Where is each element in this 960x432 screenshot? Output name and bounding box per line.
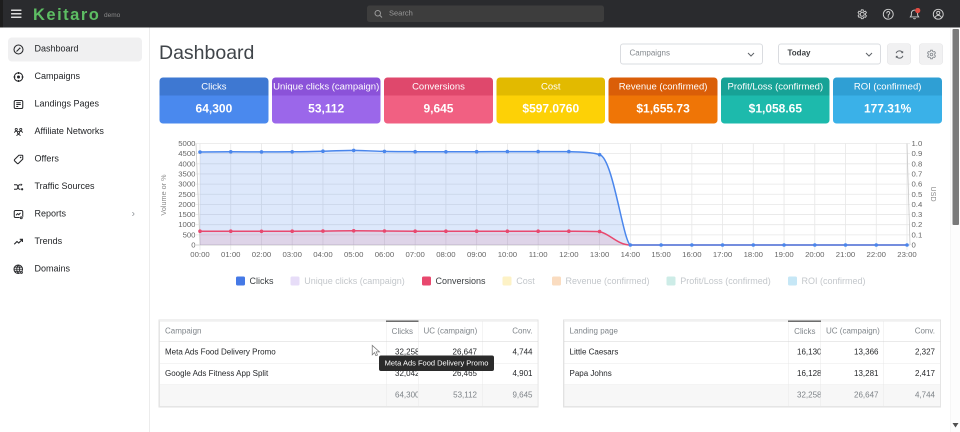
svg-text:1500: 1500	[178, 210, 195, 219]
svg-text:03:00: 03:00	[282, 250, 301, 259]
svg-text:0.5: 0.5	[912, 190, 923, 199]
svg-text:0.7: 0.7	[912, 169, 923, 178]
svg-text:07:00: 07:00	[405, 250, 424, 259]
svg-text:5000: 5000	[178, 139, 195, 148]
svg-text:06:00: 06:00	[375, 250, 394, 259]
svg-text:02:00: 02:00	[252, 250, 271, 259]
svg-text:0.9: 0.9	[912, 149, 923, 158]
svg-text:08:00: 08:00	[436, 250, 455, 259]
svg-text:20:00: 20:00	[805, 250, 824, 259]
svg-text:0: 0	[191, 241, 195, 250]
svg-text:14:00: 14:00	[621, 250, 640, 259]
svg-text:01:00: 01:00	[221, 250, 240, 259]
svg-text:13:00: 13:00	[590, 250, 609, 259]
svg-text:12:00: 12:00	[559, 250, 578, 259]
svg-text:1.0: 1.0	[912, 139, 923, 148]
svg-text:04:00: 04:00	[313, 250, 332, 259]
svg-text:16:00: 16:00	[682, 250, 701, 259]
svg-text:0: 0	[912, 241, 916, 250]
svg-text:15:00: 15:00	[651, 250, 670, 259]
svg-text:0.3: 0.3	[912, 210, 923, 219]
svg-text:4500: 4500	[178, 149, 195, 158]
svg-text:09:00: 09:00	[467, 250, 486, 259]
svg-text:23:00: 23:00	[897, 250, 916, 259]
svg-text:4000: 4000	[178, 159, 195, 168]
svg-text:10:00: 10:00	[498, 250, 517, 259]
svg-text:2000: 2000	[178, 200, 195, 209]
svg-text:0.2: 0.2	[912, 220, 923, 229]
svg-text:500: 500	[183, 230, 196, 239]
svg-text:05:00: 05:00	[344, 250, 363, 259]
svg-text:0.8: 0.8	[912, 159, 923, 168]
svg-text:3500: 3500	[178, 169, 195, 178]
svg-text:17:00: 17:00	[713, 250, 732, 259]
svg-text:19:00: 19:00	[774, 250, 793, 259]
svg-text:11:00: 11:00	[529, 250, 548, 259]
svg-text:2500: 2500	[178, 190, 195, 199]
svg-text:USD: USD	[929, 186, 938, 201]
svg-text:00:00: 00:00	[190, 250, 209, 259]
svg-text:18:00: 18:00	[744, 250, 763, 259]
svg-text:0.1: 0.1	[912, 230, 923, 239]
svg-text:21:00: 21:00	[836, 250, 855, 259]
svg-text:0.4: 0.4	[912, 200, 923, 209]
svg-text:1000: 1000	[178, 220, 195, 229]
svg-text:22:00: 22:00	[867, 250, 886, 259]
svg-text:0.6: 0.6	[912, 180, 923, 189]
svg-text:Volume or %: Volume or %	[159, 174, 168, 216]
svg-text:3000: 3000	[178, 180, 195, 189]
